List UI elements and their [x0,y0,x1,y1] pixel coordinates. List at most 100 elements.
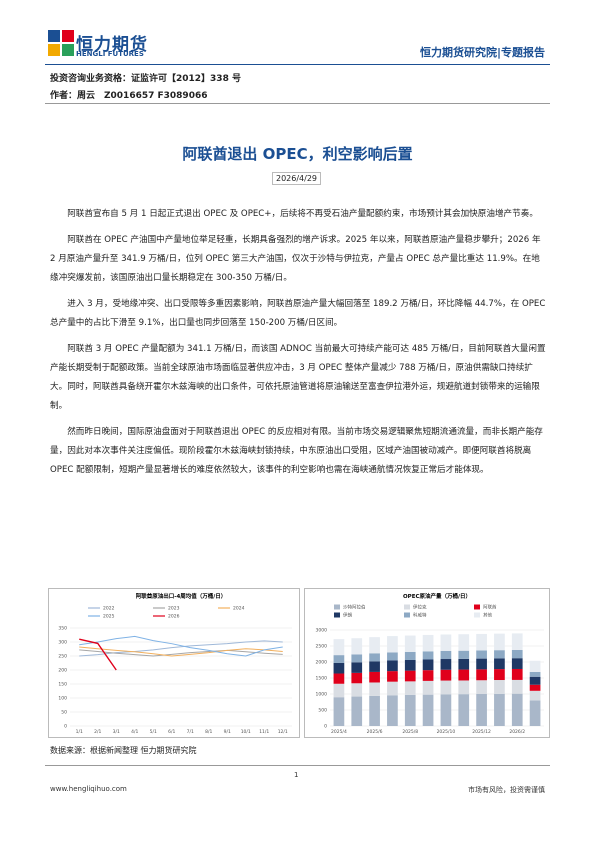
paragraph: 然而昨日晚间，国际原油盘面对于阿联酋退出 OPEC 的反应相对有限。当前市场交易… [50,427,543,475]
bar-segment [369,682,380,696]
bar-segment [351,672,363,684]
bar-segment [476,658,487,670]
bar-segment [422,670,434,681]
bar-segment [440,680,452,695]
y-tick-label: 150 [58,682,67,688]
line-chart: 阿联酋原油出口-4周均值（万桶/日） 0 50 100 150 200 250 300 350 1… [48,588,300,738]
bar-segment [440,634,452,651]
bar-segment [351,638,363,655]
header-rule [45,64,550,65]
bar-segment [387,695,398,726]
legend-label: 2026 [168,614,180,620]
bar-segment [387,660,398,672]
license: 投资咨询业务资格：证监许可【2012】338 号 [50,74,241,84]
bar-segment [387,636,398,653]
bar-segment [529,660,541,672]
x-tick-label: 7/1 [187,729,194,735]
legend-label: 沙特阿拉伯 [343,604,366,611]
x-tick-label: 5/1 [150,729,157,735]
bar-segment [511,658,523,669]
x-tick-label: 2025/4 [331,729,347,735]
bar-segment [511,693,523,726]
bar-segment [440,694,452,726]
bar-segment [529,676,541,685]
y-tick-label: 50 [61,710,67,716]
bar-segment [529,700,541,726]
series-line [79,635,283,657]
logo-en: HENGLI FUTURES [76,50,144,58]
bar-segment [476,694,487,726]
legend-swatch [404,604,410,610]
bar-segment [511,633,523,650]
legend-label: 科威特 [413,612,427,619]
bar-segment [351,662,363,673]
x-tick-label: 10/1 [241,729,251,735]
logo-text: 恒力期货 [76,35,148,55]
bar-segment [494,680,505,694]
source: 数据来源：根据新闻整理 恒力期货研究院 [50,746,197,755]
bar-segment [404,681,416,695]
x-tick-label: 3/1 [113,729,120,735]
bar-segment [529,690,541,701]
bar-segment [440,669,452,681]
paragraph: 阿联酋 3 月 OPEC 产量配额为 341.1 万桶/日，而该国 ADNOC … [50,344,546,411]
legend-label: 2024 [233,606,245,612]
bar-segment [387,652,398,661]
bar-segment [422,651,434,660]
bar-segment [387,671,398,682]
bar-segment [369,661,380,672]
legend-swatch [334,604,340,610]
bar-segment [333,639,345,656]
chart-frame [48,588,300,738]
legend-label: 伊朗 [343,612,352,619]
series-line [79,638,117,671]
y-tick-label: 100 [58,696,67,702]
bar-segment [458,680,470,695]
body: 阿联酋宣布自 5 月 1 日起正式退出 OPEC 及 OPEC+，后续将不再受石… [50,205,547,487]
bar-segment [404,694,416,726]
y-tick-label: 300 [58,640,67,646]
meta-rule [45,103,550,104]
bar-segment [458,650,470,659]
bar-segment [369,653,380,662]
x-tick-label: 6/1 [168,729,175,735]
bar-segment [369,671,380,683]
series-line [79,646,283,657]
bar-segment [333,655,345,663]
x-tick-label: 2025/8 [402,729,418,735]
bar-segment [458,694,470,726]
x-tick-label: 11/1 [259,729,269,735]
x-tick-label: 1/1 [76,729,83,735]
bar-segment [494,693,505,726]
site: www.hengliqihuo.com [50,785,127,793]
paragraph: 进入 3 月，受地缘冲突、出口受限等多重因素影响，阿联酋原油产量大幅回落至 18… [50,299,546,328]
bar-segment [369,695,380,726]
y-tick-label: 1000 [316,692,328,698]
bar-segment [333,683,345,698]
bar-segment [494,650,505,659]
y-tick-label: 500 [318,708,327,714]
bar-segment [476,650,487,659]
chart-frame [304,588,550,738]
bar-segment [351,654,363,663]
bar-segment [440,650,452,660]
bar-segment [511,649,523,659]
x-tick-label: 2025/10 [437,729,456,735]
x-tick-label: 4/1 [131,729,138,735]
bar-segment [351,683,363,697]
bar-segment [476,680,487,694]
y-tick-label: 1500 [316,676,328,682]
legend-label: 2023 [168,606,180,612]
legend-swatch [334,612,340,618]
bar-segment [369,637,380,654]
y-tick-label: 250 [58,654,67,660]
bar-segment [404,670,416,682]
x-tick-label: 2025/12 [472,729,491,735]
report-date: 2026/4/29 [272,172,322,185]
bar-segment [494,633,505,651]
footer-rule [45,765,550,766]
bar-segment [333,697,345,726]
bar-segment [404,635,416,652]
x-tick-label: 2025/6 [367,729,383,735]
